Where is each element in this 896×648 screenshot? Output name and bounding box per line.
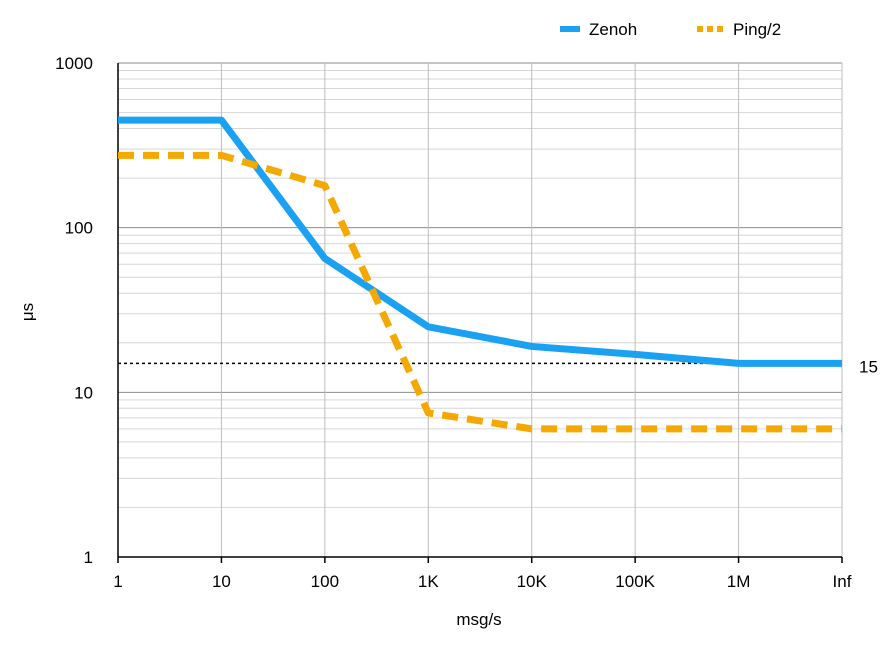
legend-label: Ping/2 <box>733 20 781 39</box>
y-tick-label: 1 <box>84 548 93 567</box>
legend: Zenoh Ping/2 <box>560 20 781 39</box>
reference-line-label: 15 <box>859 357 878 376</box>
x-tick-label: 100 <box>311 572 339 591</box>
x-tick-label: 10 <box>212 572 231 591</box>
y-tick-label: 10 <box>74 383 93 402</box>
x-tick-labels: 1 10 100 1K 10K 100K 1M Inf <box>113 572 851 591</box>
y-tick-labels: 1 10 100 1000 <box>55 54 93 567</box>
x-tick-label: 100K <box>615 572 655 591</box>
y-tick-label: 1000 <box>55 54 93 73</box>
x-tick-label: Inf <box>833 572 852 591</box>
x-tick-label: 10K <box>517 572 548 591</box>
y-axis-title: μs <box>18 303 37 321</box>
series-lines <box>118 116 842 433</box>
series-line-zenoh <box>118 116 842 367</box>
reference-line: 15 <box>118 357 878 376</box>
x-tick-label: 1M <box>727 572 751 591</box>
x-axis-title: msg/s <box>456 610 501 629</box>
x-tick-label: 1K <box>418 572 439 591</box>
grid <box>117 62 843 558</box>
series-line-ping-2 <box>118 151 842 433</box>
axes <box>117 63 843 563</box>
y-tick-label: 100 <box>65 219 93 238</box>
x-tick-label: 1 <box>113 572 122 591</box>
legend-label: Zenoh <box>589 20 637 39</box>
